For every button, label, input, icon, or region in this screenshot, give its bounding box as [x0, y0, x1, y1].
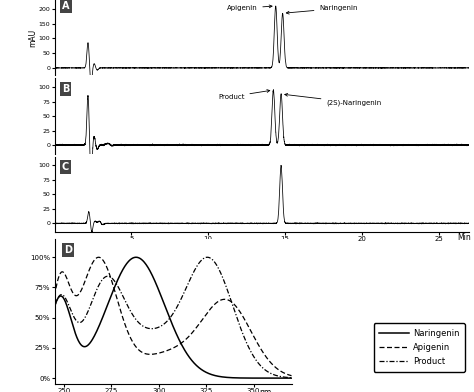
Text: D: D [64, 245, 72, 255]
Text: C: C [62, 162, 69, 172]
Y-axis label: mAU: mAU [28, 29, 37, 47]
Legend: Naringenin, Apigenin, Product: Naringenin, Apigenin, Product [374, 323, 465, 372]
Text: B: B [62, 84, 69, 94]
Text: Min: Min [457, 233, 471, 242]
Text: nm: nm [259, 388, 272, 392]
Text: Apigenin: Apigenin [227, 5, 272, 11]
Text: A: A [62, 1, 70, 11]
Text: Product: Product [218, 90, 270, 100]
Text: (2S)-Naringenin: (2S)-Naringenin [285, 93, 382, 106]
Text: Naringenin: Naringenin [286, 5, 358, 14]
